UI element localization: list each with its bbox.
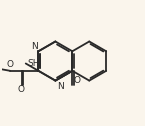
Text: N: N — [31, 42, 38, 51]
Text: O: O — [74, 75, 81, 85]
Text: O: O — [18, 86, 25, 94]
Text: SH: SH — [27, 59, 40, 68]
Text: N: N — [57, 82, 64, 91]
Text: O: O — [7, 60, 14, 69]
